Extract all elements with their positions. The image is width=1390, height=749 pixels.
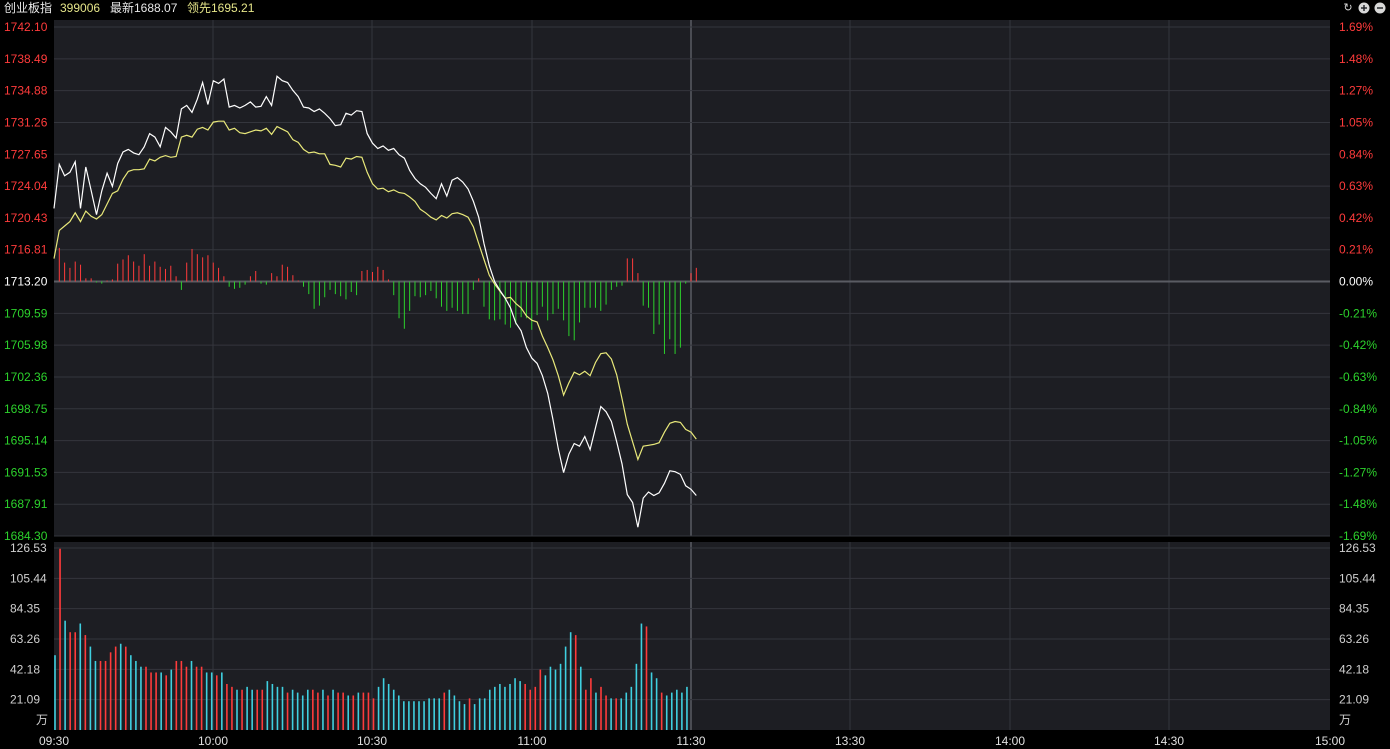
price-axis-label-left: 1724.04 (4, 179, 48, 193)
price-axis-label-left: 1687.91 (4, 497, 48, 511)
pct-axis-label-right: -0.84% (1339, 402, 1377, 416)
time-axis-label: 13:30 (835, 734, 865, 748)
chart-header: 创业板指 399006 最新 1688.07 领先 1695.21 ↻ (0, 0, 1390, 16)
volume-axis-label-left: 42.18 (10, 662, 40, 676)
pct-axis-label-right: 0.84% (1339, 147, 1373, 161)
time-axis-label: 10:30 (357, 734, 387, 748)
index-name: 创业板指 (4, 1, 53, 15)
pct-axis-label-right: 0.21% (1339, 243, 1373, 257)
price-axis-label-left: 1684.30 (4, 529, 48, 543)
volume-axis-label-right: 105.44 (1339, 571, 1376, 585)
price-axis-label-left: 1691.53 (4, 465, 48, 479)
volume-axis-label-left: 84.35 (10, 602, 40, 616)
pct-axis-label-right: 1.05% (1339, 115, 1373, 129)
latest-label: 最新 (110, 1, 135, 15)
pct-axis-label-right: -1.48% (1339, 497, 1377, 511)
price-axis-label-left: 1731.26 (4, 115, 48, 129)
pct-axis-label-right: 0.63% (1339, 179, 1373, 193)
lead-label: 领先 (187, 1, 212, 15)
volume-axis-label-left: 63.26 (10, 632, 40, 646)
price-axis-label-left: 1716.81 (4, 243, 48, 257)
volume-axis-label-left: 105.44 (10, 571, 47, 585)
price-axis-label-left: 1713.20 (4, 275, 48, 289)
price-axis-label-left: 1695.14 (4, 434, 48, 448)
volume-axis-label-right: 63.26 (1339, 632, 1369, 646)
pct-axis-label-right: 0.00% (1339, 275, 1373, 289)
lead-value: 1695.21 (211, 1, 255, 15)
time-axis-label: 11:00 (517, 734, 546, 748)
index-code: 399006 (60, 1, 101, 15)
price-axis-label-left: 1738.49 (4, 52, 48, 66)
zoom-in-icon[interactable] (1358, 2, 1370, 14)
refresh-icon[interactable]: ↻ (1343, 2, 1353, 14)
time-axis-label: 15:00 (1315, 734, 1345, 748)
time-axis-label: 11:30 (676, 734, 705, 748)
volume-axis-label-right: 21.09 (1339, 693, 1369, 707)
time-axis-label: 09:30 (39, 734, 69, 748)
time-axis-label: 10:00 (198, 734, 228, 748)
volume-unit-right: 万 (1339, 713, 1351, 727)
time-axis-label: 14:30 (1154, 734, 1184, 748)
index-price-line (53, 75, 697, 528)
pct-axis-label-right: -0.63% (1339, 370, 1377, 384)
price-axis-label-left: 1698.75 (4, 402, 48, 416)
price-axis-label-left: 1709.59 (4, 306, 48, 320)
pct-axis-label-right: -0.42% (1339, 338, 1377, 352)
pct-axis-label-right: 1.48% (1339, 52, 1373, 66)
volume-axis-label-right: 42.18 (1339, 662, 1369, 676)
price-axis-label-left: 1705.98 (4, 338, 48, 352)
volume-axis-label-right: 126.53 (1339, 541, 1376, 555)
volume-axis-label-left: 21.09 (10, 693, 40, 707)
price-axis-label-left: 1720.43 (4, 211, 48, 225)
pct-axis-label-right: -1.27% (1339, 465, 1377, 479)
volume-axis-label-right: 84.35 (1339, 602, 1369, 616)
pct-axis-label-right: -1.05% (1339, 434, 1377, 448)
volume-axis-label-left: 126.53 (10, 541, 47, 555)
pct-axis-label-right: -1.69% (1339, 529, 1377, 543)
pct-axis-label-right: -0.21% (1339, 306, 1377, 320)
price-axis-label-left: 1742.10 (4, 20, 48, 34)
price-axis-label-left: 1727.65 (4, 147, 48, 161)
zoom-out-icon[interactable] (1374, 2, 1386, 14)
pct-axis-label-right: 1.27% (1339, 84, 1373, 98)
pct-axis-label-right: 0.42% (1339, 211, 1373, 225)
lead-index-line (53, 120, 697, 462)
volume-unit-left: 万 (36, 713, 48, 727)
price-axis-label-left: 1702.36 (4, 370, 48, 384)
pct-axis-label-right: 1.69% (1339, 20, 1373, 34)
price-axis-label-left: 1734.88 (4, 84, 48, 98)
time-axis-label: 14:00 (995, 734, 1025, 748)
latest-value: 1688.07 (134, 1, 178, 15)
